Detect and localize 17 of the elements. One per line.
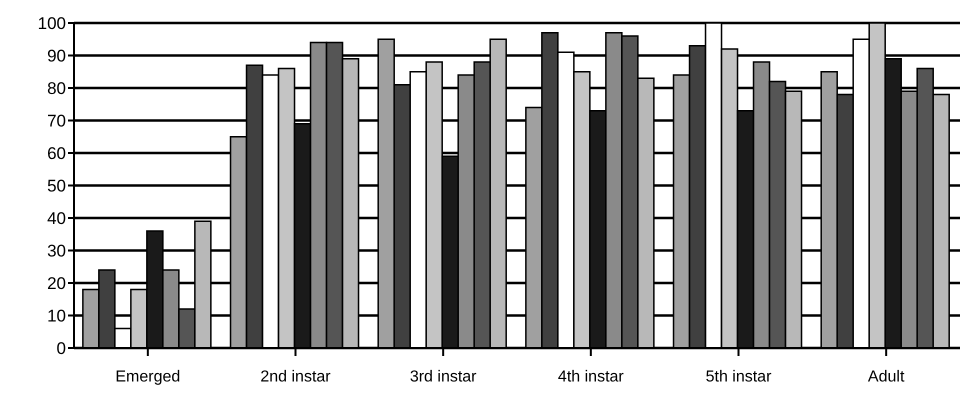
- y-tick-label: 0: [56, 339, 66, 358]
- y-tick-label: 20: [47, 274, 66, 294]
- y-tick-label: 30: [47, 242, 66, 261]
- y-tick-label: 70: [47, 112, 66, 131]
- x-tick-label: 2nd instar: [260, 368, 332, 386]
- y-tick-label: 10: [47, 306, 66, 326]
- y-tick-label: 100: [38, 14, 66, 34]
- x-tick-label: 4th instar: [558, 368, 624, 386]
- x-tick-label: 5th instar: [706, 368, 772, 386]
- x-tick-label: 3rd instar: [410, 368, 478, 386]
- y-tick-label: 50: [47, 176, 66, 196]
- x-tick-label: Emerged: [115, 368, 180, 386]
- y-tick-label: 80: [47, 79, 66, 98]
- y-tick-label: 60: [47, 144, 66, 164]
- x-tick-label: Adult: [868, 368, 905, 386]
- y-tick-label: 90: [47, 46, 66, 66]
- y-tick-label: 40: [47, 209, 66, 228]
